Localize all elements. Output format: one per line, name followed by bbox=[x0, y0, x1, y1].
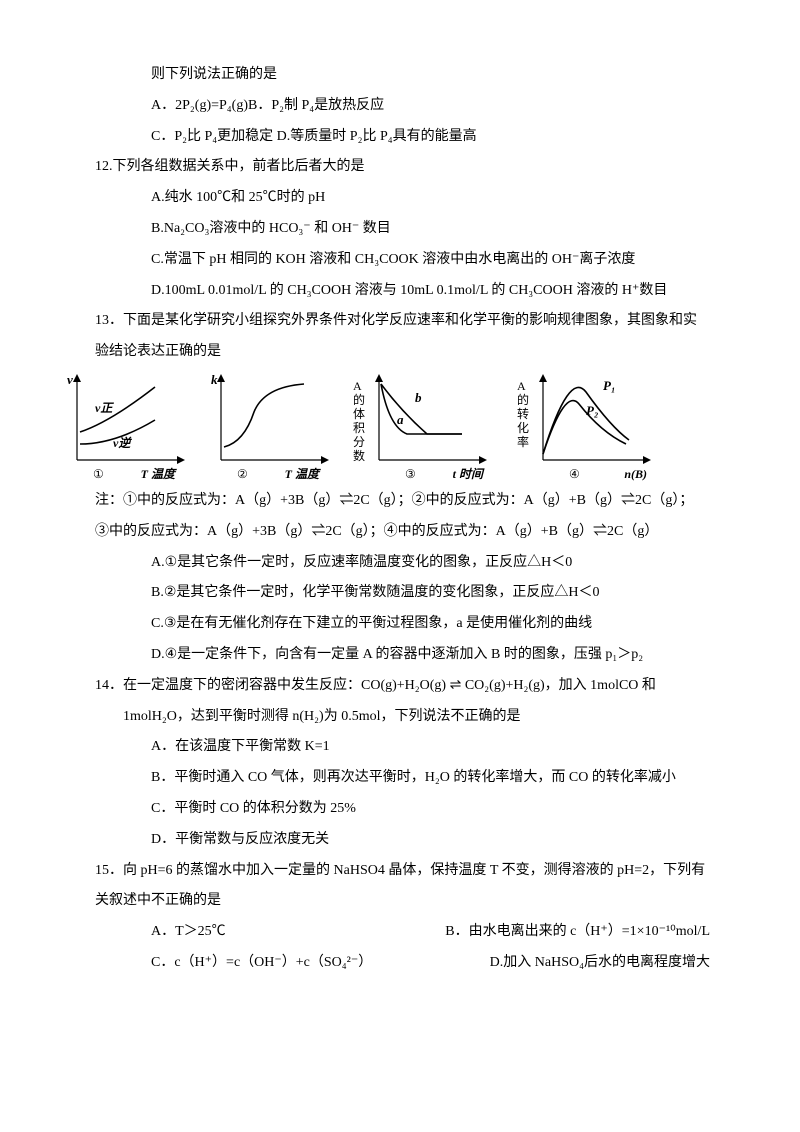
g3-yl3: 体 bbox=[353, 407, 365, 421]
q13-stem2: 验结论表达正确的是 bbox=[95, 337, 730, 368]
q13-note2: ③中的反应式为：A（g）+3B（g）⇌2C（g）；④中的反应式为：A（g）+B（… bbox=[95, 517, 730, 548]
q15-AB: A．T＞25℃ B．由水电离出来的 c（H⁺）=1×10⁻¹⁰mol/L bbox=[95, 917, 730, 948]
q15-C: C．c（H⁺）=c（OH⁻）+c（SO₄²⁻） bbox=[151, 948, 372, 979]
g4-label-p1: P₁ bbox=[603, 378, 615, 393]
g1-label-rev: v逆 bbox=[113, 436, 132, 450]
g3-yl6: 数 bbox=[353, 448, 365, 463]
q12-stem: 12.下列各组数据关系中，前者比后者大的是 bbox=[95, 152, 730, 183]
q14-C: C．平衡时 CO 的体积分数为 25% bbox=[95, 794, 730, 825]
g4-yl1: A bbox=[517, 379, 526, 393]
g3-label-b: b bbox=[415, 390, 422, 405]
graph-3-svg: A 的 体 积 分 数 a b bbox=[353, 372, 503, 468]
g3-xlabel: t 时间 bbox=[453, 468, 503, 480]
graph-2: k ② T 温度 bbox=[209, 372, 339, 480]
g4-yl3: 转 bbox=[517, 406, 529, 421]
q15-stem2: 关叙述中不正确的是 bbox=[95, 886, 730, 917]
q13-B: B.②是其它条件一定时，化学平衡常数随温度的变化图象，正反应△H＜0 bbox=[95, 578, 730, 609]
q13-stem1: 13．下面是某化学研究小组探究外界条件对化学反应速率和化学平衡的影响规律图象，其… bbox=[95, 306, 730, 337]
graph-4: A 的 转 化 率 P₁ P₂ ④ n(B) bbox=[517, 372, 667, 480]
q13-note1: 注：①中的反应式为：A（g）+3B（g）⇌2C（g）；②中的反应式为：A（g）+… bbox=[95, 486, 730, 517]
graph-1: v v正 v逆 ① T 温度 bbox=[65, 372, 195, 480]
g4-yl2: 的 bbox=[517, 392, 529, 407]
graph-1-svg: v v正 v逆 bbox=[65, 372, 195, 468]
g1-label-fwd: v正 bbox=[95, 401, 114, 415]
g2-num: ② bbox=[209, 468, 248, 480]
g3-yl2: 的 bbox=[353, 392, 365, 407]
q15-D: D.加入 NaHSO₄后水的电离程度增大 bbox=[490, 948, 730, 979]
q12-C: C.常温下 pH 相同的 KOH 溶液和 CH₃COOK 溶液中由水电离出的 O… bbox=[95, 245, 730, 276]
g4-num: ④ bbox=[517, 468, 580, 480]
g1-num: ① bbox=[65, 468, 104, 480]
q15-stem1: 15．向 pH=6 的蒸馏水中加入一定量的 NaHSO4 晶体，保持温度 T 不… bbox=[95, 856, 730, 887]
g4-yl4: 化 bbox=[517, 421, 529, 435]
g3-yl5: 分 bbox=[353, 435, 365, 449]
q14-A: A．在该温度下平衡常数 K=1 bbox=[95, 732, 730, 763]
g3-label-a: a bbox=[397, 412, 404, 427]
graph-4-svg: A 的 转 化 率 P₁ P₂ bbox=[517, 372, 667, 468]
q14-D: D．平衡常数与反应浓度无关 bbox=[95, 825, 730, 856]
g2-ylabel: k bbox=[211, 372, 218, 387]
q15-CD: C．c（H⁺）=c（OH⁻）+c（SO₄²⁻） D.加入 NaHSO₄后水的电离… bbox=[95, 948, 730, 979]
graphs-row: v v正 v逆 ① T 温度 k ② T 温度 A 的 体 bbox=[65, 372, 730, 480]
g1-curve-forward bbox=[80, 387, 155, 432]
q12-B: B.Na₂CO₃溶液中的 HCO₃⁻ 和 OH⁻ 数目 bbox=[95, 214, 730, 245]
graph-3: A 的 体 积 分 数 a b ③ t 时间 bbox=[353, 372, 503, 480]
intro-optA: A．2P₂(g)=P₄(g)B．P₂制 P₄是放热反应 bbox=[95, 91, 730, 122]
q13-D: D.④是一定条件下，向含有一定量 A 的容器中逐渐加入 B 时的图象，压强 p₁… bbox=[95, 640, 730, 671]
q14-stem1: 14．在一定温度下的密闭容器中发生反应：CO(g)+H₂O(g) ⇌ CO₂(g… bbox=[95, 671, 730, 702]
q13-A: A.①是其它条件一定时，反应速率随温度变化的图象，正反应△H＜0 bbox=[95, 548, 730, 579]
q14-B: B．平衡时通入 CO 气体，则再次达平衡时，H₂O 的转化率增大，而 CO 的转… bbox=[95, 763, 730, 794]
intro-optC: C．P₂比 P₄更加稳定 D.等质量时 P₂比 P₄具有的能量高 bbox=[95, 122, 730, 153]
g3-yl1: A bbox=[353, 379, 362, 393]
g4-xlabel: n(B) bbox=[624, 468, 667, 480]
g2-xlabel: T 温度 bbox=[285, 468, 339, 480]
q15-B: B．由水电离出来的 c（H⁺）=1×10⁻¹⁰mol/L bbox=[445, 917, 730, 948]
g1-xlabel: T 温度 bbox=[141, 468, 195, 480]
intro-line: 则下列说法正确的是 bbox=[95, 60, 730, 91]
q15-A: A．T＞25℃ bbox=[151, 917, 226, 948]
g4-yl5: 率 bbox=[517, 434, 529, 449]
g2-curve bbox=[224, 384, 304, 447]
q13-C: C.③是在有无催化剂存在下建立的平衡过程图象，a 是使用催化剂的曲线 bbox=[95, 609, 730, 640]
q12-A: A.纯水 100℃和 25℃时的 pH bbox=[95, 183, 730, 214]
g4-label-p2: P₂ bbox=[586, 403, 598, 418]
q12-D: D.100mL 0.01mol/L 的 CH₃COOH 溶液与 10mL 0.1… bbox=[95, 276, 730, 307]
g3-num: ③ bbox=[353, 468, 416, 480]
g3-curve-b bbox=[381, 384, 462, 434]
g1-ylabel: v bbox=[67, 372, 73, 387]
g3-curve-a bbox=[381, 384, 462, 434]
graph-2-svg: k bbox=[209, 372, 339, 468]
q14-stem2: 1molH₂O，达到平衡时测得 n(H₂)为 0.5mol，下列说法不正确的是 bbox=[95, 702, 730, 733]
g3-yl4: 积 bbox=[353, 421, 365, 435]
